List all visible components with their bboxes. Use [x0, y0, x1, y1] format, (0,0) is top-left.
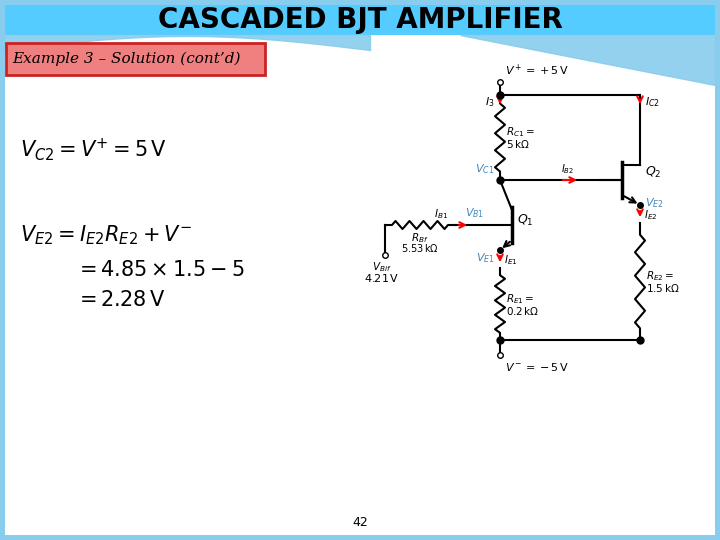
Text: $R_{Bf}$: $R_{Bf}$ [411, 231, 429, 245]
Text: $I_{B2}$: $I_{B2}$ [562, 162, 575, 176]
Text: $Q_1$: $Q_1$ [517, 212, 534, 227]
FancyBboxPatch shape [5, 5, 715, 535]
Text: $I_{B1}$: $I_{B1}$ [434, 207, 448, 221]
Text: $R_{E1} =$: $R_{E1} =$ [506, 292, 534, 306]
Text: $5\,\mathrm{k}\Omega$: $5\,\mathrm{k}\Omega$ [506, 138, 530, 151]
Text: $4.21\,\mathrm{V}$: $4.21\,\mathrm{V}$ [364, 272, 400, 284]
Text: $Q_2$: $Q_2$ [645, 165, 662, 179]
Text: Example 3 – Solution (cont’d): Example 3 – Solution (cont’d) [12, 52, 240, 66]
Text: $= 2.28\,\mathrm{V}$: $= 2.28\,\mathrm{V}$ [75, 290, 166, 310]
Text: $I_{C2}$: $I_{C2}$ [645, 95, 660, 109]
Text: $V_{Bif}$: $V_{Bif}$ [372, 260, 392, 274]
Text: 42: 42 [352, 516, 368, 529]
Text: $V_{C2} = V^{+} = 5\,\mathrm{V}$: $V_{C2} = V^{+} = 5\,\mathrm{V}$ [20, 137, 167, 164]
Text: $V_{E2} = I_{E2}R_{E2} + V^{-}$: $V_{E2} = I_{E2}R_{E2} + V^{-}$ [20, 223, 192, 247]
Text: $V_{E2}$: $V_{E2}$ [645, 196, 664, 210]
Text: $I_3$: $I_3$ [485, 95, 495, 109]
Text: $V_{C1}$: $V_{C1}$ [474, 162, 494, 176]
Text: $R_{E2} =$: $R_{E2} =$ [646, 269, 675, 284]
Text: $1.5\,\mathrm{k}\Omega$: $1.5\,\mathrm{k}\Omega$ [646, 282, 680, 294]
Text: $V^- = -5\,\mathrm{V}$: $V^- = -5\,\mathrm{V}$ [505, 361, 569, 373]
Text: $0.2\,\mathrm{k}\Omega$: $0.2\,\mathrm{k}\Omega$ [506, 305, 539, 317]
FancyBboxPatch shape [5, 5, 715, 35]
Text: $V^+ = +5\,\mathrm{V}$: $V^+ = +5\,\mathrm{V}$ [505, 63, 569, 78]
Text: $R_{C1} =$: $R_{C1} =$ [506, 126, 535, 139]
Text: $V_{B1}$: $V_{B1}$ [465, 206, 485, 220]
Text: $5.53\,\mathrm{k}\Omega$: $5.53\,\mathrm{k}\Omega$ [401, 242, 439, 254]
Text: $I_{E2}$: $I_{E2}$ [644, 208, 657, 222]
Text: CASCADED BJT AMPLIFIER: CASCADED BJT AMPLIFIER [158, 6, 562, 34]
Text: $V_{E1}$: $V_{E1}$ [476, 251, 495, 265]
Polygon shape [460, 35, 715, 85]
FancyBboxPatch shape [6, 43, 265, 75]
Text: $= 4.85 \times 1.5 - 5$: $= 4.85 \times 1.5 - 5$ [75, 260, 244, 280]
Text: $I_{E1}$: $I_{E1}$ [504, 253, 518, 267]
